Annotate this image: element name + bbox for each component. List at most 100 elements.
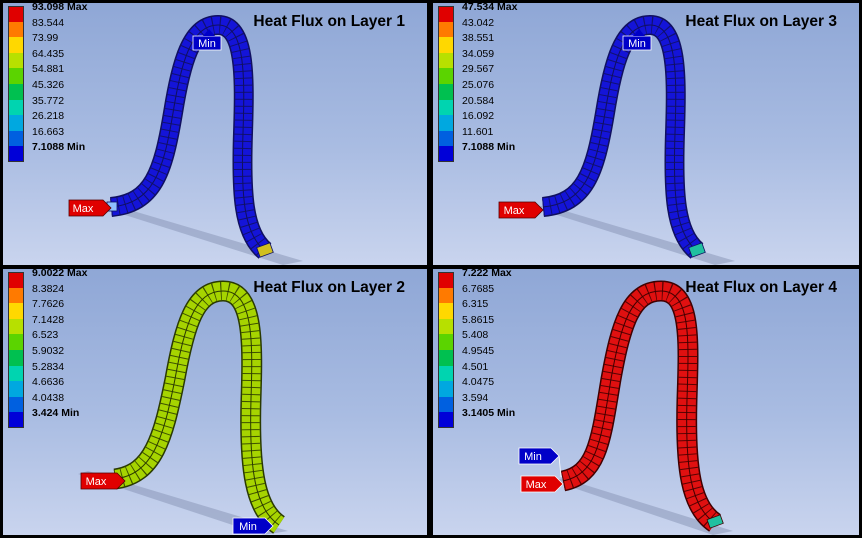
legend-value: 93.098 Max [32,3,88,13]
part-mesh [541,14,706,259]
legend-swatch [438,381,454,397]
legend-value: 7.7626 [32,298,65,311]
legend-value: 64.435 [32,47,65,60]
legend-value: 54.881 [32,63,65,76]
ground-shadow [535,205,735,265]
max-tag-text: Max [73,203,94,215]
min-tag-text: Min [628,38,646,50]
legend-swatch [438,318,454,335]
legend-swatch [8,287,24,304]
legend-value: 5.2834 [32,360,65,373]
part-mesh [560,280,724,532]
legend-value: 25.076 [462,78,495,91]
legend-value: 16.663 [32,125,65,138]
max-tag-text: Max [86,476,107,488]
panel-title: Heat Flux on Layer 4 [685,279,837,296]
min-probe-tag: Min [518,447,562,478]
legend-swatch [8,21,24,38]
max-probe-tag: Max [80,472,126,490]
max-probe-tag: Max [498,201,544,219]
legend-value: 26.218 [32,110,65,123]
part-mesh [112,280,286,534]
legend-value: 38.551 [462,32,495,45]
legend-value: 20.584 [462,94,495,107]
legend-swatch [8,115,24,131]
min-tag-text: Min [239,521,257,533]
panel-layer-1: 93.098 Max 83.544 73.99 64.435 54.881 45… [3,3,427,265]
legend-swatch [8,52,24,69]
legend-swatch [438,272,454,288]
legend-value: 7.1428 [32,313,65,326]
legend-value: 5.8615 [462,313,495,326]
legend-swatch [438,52,454,69]
max-probe-tag: Max [68,199,112,217]
legend-value: 7.1088 Min [462,141,516,154]
legend-swatch [438,334,454,350]
min-tag-text: Min [198,38,216,50]
legend-swatch [8,6,24,22]
min-probe-tag: Min [192,29,222,51]
legend-value: 43.042 [462,16,495,29]
legend-swatch [8,68,24,84]
legend-value: 6.7685 [462,282,495,295]
panel-layer-4: 7.222 Max 6.7685 6.315 5.8615 5.408 4.95… [433,269,859,535]
legend-value: 8.3824 [32,282,65,295]
legend-swatch [8,381,24,397]
legend-swatch [8,318,24,335]
model-view: Max Min [498,14,735,265]
legend-swatch [438,130,454,147]
legend-value: 6.523 [32,329,59,342]
legend-value: 4.0475 [462,376,495,389]
legend-swatch [8,365,24,382]
legend-swatch [438,349,454,366]
legend-value: 4.9545 [462,344,495,357]
panel-title: Heat Flux on Layer 2 [253,279,405,296]
legend-swatch [438,115,454,131]
model-view: Max Min [68,14,303,265]
legend-swatch [8,37,24,53]
legend-swatch [438,21,454,38]
max-tag-text: Max [504,205,525,217]
legend-value: 73.99 [32,32,59,45]
legend-swatch [438,412,454,428]
legend-swatch [438,6,454,22]
legend-swatch [438,303,454,319]
legend-value: 3.594 [462,391,489,404]
ground-shadow [103,205,303,265]
max-tag-text: Max [526,479,547,491]
legend-value: 9.0022 Max [32,269,88,279]
legend-swatch [8,99,24,116]
part-mesh [106,14,274,259]
legend-swatch [8,412,24,428]
legend-value: 6.315 [462,298,489,311]
legend-value: 5.408 [462,329,489,342]
min-probe-tag: Min [622,29,652,51]
legend-swatch [8,349,24,366]
legend-swatch [8,83,24,100]
legend-swatch [438,287,454,304]
legend-value: 11.601 [462,125,494,138]
panel-layer-3: 47.534 Max 43.042 38.551 34.059 29.567 2… [433,3,859,265]
legend-value: 4.0438 [32,391,65,404]
legend-swatch [8,396,24,413]
legend-swatch [438,146,454,162]
legend-value: 16.092 [462,110,495,123]
legend-value: 29.567 [462,63,495,76]
legend-swatch [8,303,24,319]
legend-value: 35.772 [32,94,65,107]
legend-swatch [8,130,24,147]
legend-value: 3.424 Min [32,407,80,420]
legend-swatch [438,83,454,100]
min-probe-tag: Min [232,517,274,535]
legend-value: 83.544 [32,16,65,29]
legend-swatch [438,37,454,53]
legend-value: 4.6636 [32,376,65,389]
panel-title: Heat Flux on Layer 1 [253,13,405,30]
legend-value: 7.1088 Min [32,141,86,154]
max-probe-tag: Max [520,475,564,493]
legend-value: 47.534 Max [462,3,518,13]
legend-value: 3.1405 Min [462,407,516,420]
legend-swatch [438,365,454,382]
model-view: Max Min [78,280,288,535]
legend-swatch [438,396,454,413]
